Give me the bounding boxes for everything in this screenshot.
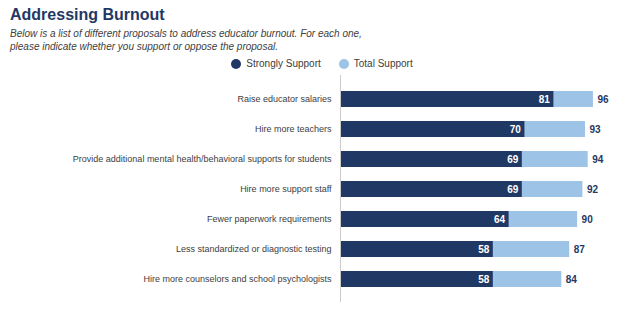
svg-text:84: 84 [566, 274, 578, 285]
svg-text:Hire more teachers: Hire more teachers [255, 124, 332, 134]
html-text:please indicate whether you su: please indicate whether you support or o… [10, 41, 278, 52]
svg-text:58: 58 [478, 244, 490, 255]
svg-text:69: 69 [507, 184, 519, 195]
svg-text:Hire more support staff: Hire more support staff [240, 184, 332, 194]
svg-text:Less standardized or diagnosti: Less standardized or diagnostic testing [176, 244, 332, 254]
svg-text:90: 90 [582, 214, 594, 225]
svg-text:Fewer paperwork requirements: Fewer paperwork requirements [207, 214, 332, 224]
html-text:Strongly Support: Strongly Support [246, 58, 321, 69]
svg-text:70: 70 [510, 124, 522, 135]
svg-text:64: 64 [494, 214, 506, 225]
svg-text:Hire more counselors and schoo: Hire more counselors and school psycholo… [143, 274, 332, 284]
svg-text:93: 93 [590, 124, 602, 135]
svg-text:94: 94 [592, 154, 604, 165]
svg-text:96: 96 [597, 94, 609, 105]
svg-text:81: 81 [539, 94, 551, 105]
svg-text:92: 92 [587, 184, 599, 195]
html-text:Total Support: Total Support [353, 58, 413, 69]
html-text:Below is a list of different p: Below is a list of different proposals t… [10, 28, 362, 39]
svg-text:Raise educator salaries: Raise educator salaries [237, 94, 332, 104]
svg-text:87: 87 [574, 244, 586, 255]
html-text:Addressing Burnout: Addressing Burnout [10, 6, 165, 23]
svg-text:58: 58 [478, 274, 490, 285]
svg-text:69: 69 [507, 154, 519, 165]
svg-text:Provide additional mental heal: Provide additional mental health/behavio… [73, 154, 332, 164]
